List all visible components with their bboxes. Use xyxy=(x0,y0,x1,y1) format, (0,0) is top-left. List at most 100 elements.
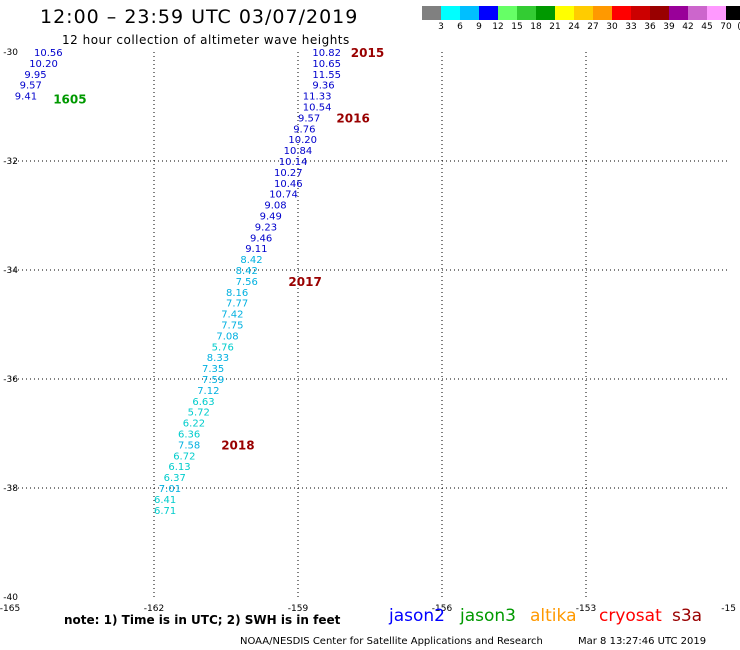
wave-height-value: 10.20 xyxy=(288,135,317,146)
wave-height-value: 9.76 xyxy=(293,124,315,135)
longitude-label: -15 xyxy=(721,604,736,614)
time-label: 2016 xyxy=(336,111,369,125)
wave-height-value: 9.46 xyxy=(250,233,272,244)
wave-height-observations: 10.5610.209.959.579.4110.8210.6511.559.3… xyxy=(15,48,341,517)
color-scale-label: 42 xyxy=(682,22,694,32)
wave-height-value: 6.37 xyxy=(164,473,186,484)
wave-height-value: 7.59 xyxy=(202,375,224,386)
color-scale-bar xyxy=(422,6,740,20)
color-scale-label: 6 xyxy=(457,22,463,32)
color-swatch xyxy=(726,6,740,20)
wave-height-value: 5.76 xyxy=(212,342,234,353)
wave-height-value: 10.54 xyxy=(303,103,332,114)
satellite-legend-entry: jason3 xyxy=(460,606,516,626)
wave-height-value: 6.13 xyxy=(168,462,190,473)
latitude-label: -36 xyxy=(3,375,18,385)
color-swatch xyxy=(517,6,536,20)
wave-height-value: 9.57 xyxy=(20,81,42,92)
map-subtitle: 12 hour collection of altimeter wave hei… xyxy=(62,33,350,47)
wave-height-value: 6.71 xyxy=(154,506,176,517)
color-swatch xyxy=(422,6,441,20)
wave-height-value: 5.72 xyxy=(188,408,210,419)
color-swatch xyxy=(612,6,631,20)
time-label: 2015 xyxy=(351,46,384,60)
color-scale-label: 9 xyxy=(476,22,482,32)
time-label: 2018 xyxy=(221,438,254,452)
wave-height-value: 9.41 xyxy=(15,92,37,103)
generated-timestamp: Mar 8 13:27:46 UTC 2019 xyxy=(578,636,707,647)
wave-height-value: 9.36 xyxy=(312,81,334,92)
wave-height-value: 7.08 xyxy=(216,331,238,342)
latitude-label: -40 xyxy=(3,593,18,603)
color-swatch xyxy=(498,6,517,20)
color-swatch xyxy=(460,6,479,20)
wave-height-value: 9.57 xyxy=(298,113,320,124)
color-swatch xyxy=(631,6,650,20)
wave-height-value: 10.84 xyxy=(284,146,313,157)
wave-height-value: 10.27 xyxy=(274,168,303,179)
color-swatch xyxy=(536,6,555,20)
wave-height-value: 9.49 xyxy=(260,212,282,223)
wave-height-value: 10.82 xyxy=(312,48,341,59)
color-scale-label: 12 xyxy=(492,22,504,32)
wave-height-value: 11.33 xyxy=(303,92,332,103)
color-swatch xyxy=(555,6,574,20)
wave-height-value: 10.56 xyxy=(34,48,63,59)
wave-height-value: 7.75 xyxy=(221,321,243,332)
wave-height-value: 6.63 xyxy=(192,397,214,408)
map-title: 12:00 – 23:59 UTC 03/07/2019 xyxy=(40,6,359,28)
wave-height-value: 9.08 xyxy=(264,201,286,212)
wave-height-value: 10.65 xyxy=(312,59,341,70)
color-scale-label: 30 xyxy=(606,22,618,32)
color-scale-label: 33 xyxy=(625,22,637,32)
wave-height-value: 7.77 xyxy=(226,299,248,310)
units-note: note: 1) Time is in UTC; 2) SWH is in fe… xyxy=(64,613,341,627)
color-swatch xyxy=(707,6,726,20)
color-swatch xyxy=(688,6,707,20)
wave-height-value: 8.16 xyxy=(226,288,248,299)
longitude-label: -159 xyxy=(288,604,309,614)
latitude-label: -38 xyxy=(3,484,18,494)
wave-height-value: 6.41 xyxy=(154,495,176,506)
credit-line: NOAA/NESDIS Center for Satellite Applica… xyxy=(240,636,543,647)
wave-height-value: 7.56 xyxy=(236,277,258,288)
wave-height-value: 7.42 xyxy=(221,310,243,321)
wave-height-value: 8.42 xyxy=(240,255,262,266)
wave-height-value: 7.01 xyxy=(159,484,181,495)
satellite-legend-entry: s3a xyxy=(672,606,703,626)
wave-height-value: 10.14 xyxy=(279,157,308,168)
wave-height-value: 6.72 xyxy=(173,451,195,462)
longitude-label: -153 xyxy=(576,604,596,614)
color-scale-label: 18 xyxy=(530,22,542,32)
wave-height-value: 8.42 xyxy=(236,266,258,277)
time-label: 1605 xyxy=(53,92,86,106)
time-label: 2017 xyxy=(288,275,321,289)
wave-height-value: 7.12 xyxy=(197,386,219,397)
map-frame xyxy=(10,52,730,597)
color-swatch xyxy=(669,6,688,20)
color-scale-label: 45 xyxy=(701,22,713,32)
map-gridlines xyxy=(10,52,730,597)
longitude-label: -165 xyxy=(0,604,20,614)
wave-height-value: 8.33 xyxy=(207,353,229,364)
color-scale-label: 70 xyxy=(720,22,732,32)
color-swatch xyxy=(574,6,593,20)
wave-height-value: 6.36 xyxy=(178,430,200,441)
wave-height-value: 9.23 xyxy=(255,222,277,233)
wave-height-value: 11.55 xyxy=(312,70,341,81)
map-axis-labels: -165 -162 -159 -156 -153 -15 -30 -32 -34 -36 -38 -4… xyxy=(0,48,736,614)
color-scale-label: 21 xyxy=(549,22,561,32)
wave-height-value: 10.46 xyxy=(274,179,303,190)
color-scale-label: (ft) xyxy=(737,22,740,32)
wave-height-value: 6.22 xyxy=(183,419,205,430)
color-scale-label: 24 xyxy=(568,22,580,32)
wave-height-value: 9.95 xyxy=(24,70,46,81)
wave-height-value: 7.58 xyxy=(178,440,200,451)
latitude-label: -34 xyxy=(3,266,18,276)
satellite-legend-entry: cryosat xyxy=(599,606,662,626)
color-swatch xyxy=(441,6,460,20)
color-scale-label: 27 xyxy=(587,22,599,32)
